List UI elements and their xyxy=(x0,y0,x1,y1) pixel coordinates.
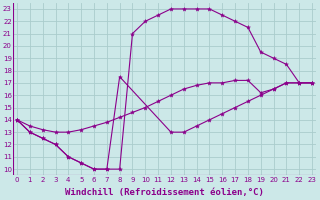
X-axis label: Windchill (Refroidissement éolien,°C): Windchill (Refroidissement éolien,°C) xyxy=(65,188,264,197)
